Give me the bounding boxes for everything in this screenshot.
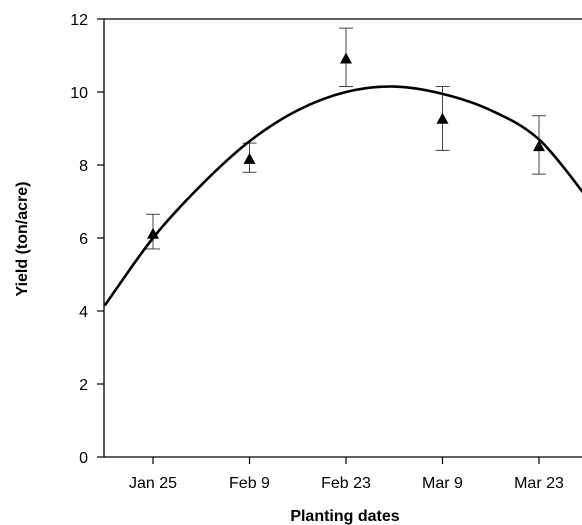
y-axis-title: Yield (ton/acre) <box>14 182 31 297</box>
axes <box>103 18 582 458</box>
x-tick-label: Jan 25 <box>129 475 177 492</box>
y-tick-label: 2 <box>79 377 88 394</box>
y-tick-label: 12 <box>70 12 88 29</box>
fit-curve <box>104 85 582 307</box>
data-points <box>147 52 545 239</box>
y-tick-label: 4 <box>79 304 88 321</box>
x-tick-label: Mar 9 <box>422 475 463 492</box>
y-tick-label: 10 <box>70 85 88 102</box>
fit-curve-layer <box>104 85 582 307</box>
x-tick-label: Mar 23 <box>514 475 564 492</box>
x-tick-label: Feb 23 <box>321 475 371 492</box>
y-tick-label: 8 <box>79 158 88 175</box>
x-axis-ticks: Jan 25 Feb 9 Feb 23 Mar 9 Mar 23 <box>129 457 564 492</box>
data-point <box>243 152 256 164</box>
x-axis-title: Planting dates <box>290 508 399 525</box>
x-tick-label: Feb 9 <box>229 475 270 492</box>
y-axis-ticks: 0 2 4 6 8 10 12 <box>70 12 104 467</box>
y-tick-label: 0 <box>79 450 88 467</box>
data-point <box>533 140 545 152</box>
data-point <box>340 52 352 64</box>
data-point <box>436 112 449 124</box>
data-point <box>147 227 159 239</box>
y-tick-label: 6 <box>79 231 88 248</box>
